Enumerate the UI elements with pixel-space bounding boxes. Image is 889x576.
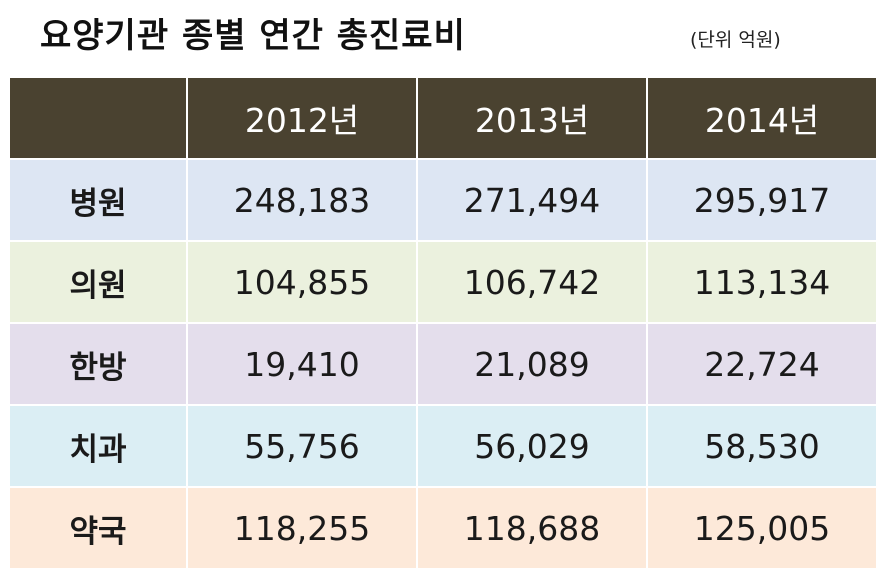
value-cell: 125,005 — [646, 486, 878, 570]
header-corner-cell — [8, 76, 188, 160]
value-cell: 118,255 — [186, 486, 418, 570]
value-cell: 58,530 — [646, 404, 878, 488]
value-cell: 295,917 — [646, 158, 878, 242]
value-cell: 55,756 — [186, 404, 418, 488]
unit-label: (단위 억원) — [690, 29, 781, 51]
header-row: 2012년 2013년 2014년 — [8, 76, 878, 160]
row-label-cell: 병원 — [8, 158, 188, 242]
table-row: 의원 104,855 106,742 113,134 — [8, 240, 878, 324]
chart-title: 요양기관 종별 연간 총진료비 — [40, 16, 466, 56]
column-header: 2014년 — [646, 76, 878, 160]
value-cell: 106,742 — [416, 240, 648, 324]
value-cell: 21,089 — [416, 322, 648, 406]
value-cell: 271,494 — [416, 158, 648, 242]
row-label-cell: 의원 — [8, 240, 188, 324]
value-cell: 22,724 — [646, 322, 878, 406]
column-header: 2013년 — [416, 76, 648, 160]
value-cell: 118,688 — [416, 486, 648, 570]
value-cell: 19,410 — [186, 322, 418, 406]
table-body: 2012년 2013년 2014년 병원 248,183 271,494 295,91… — [8, 76, 878, 570]
table-row: 병원 248,183 271,494 295,917 — [8, 158, 878, 242]
value-cell: 56,029 — [416, 404, 648, 488]
table-row: 약국 118,255 118,688 125,005 — [8, 486, 878, 570]
row-label-cell: 한방 — [8, 322, 188, 406]
column-header: 2012년 — [186, 76, 418, 160]
row-label-cell: 치과 — [8, 404, 188, 488]
value-cell: 104,855 — [186, 240, 418, 324]
table-row: 한방 19,410 21,089 22,724 — [8, 322, 878, 406]
value-cell: 248,183 — [186, 158, 418, 242]
table-row: 치과 55,756 56,029 58,530 — [8, 404, 878, 488]
value-cell: 113,134 — [646, 240, 878, 324]
data-table: 2012년 2013년 2014년 병원 248,183 271,494 295,91… — [8, 76, 878, 570]
row-label-cell: 약국 — [8, 486, 188, 570]
